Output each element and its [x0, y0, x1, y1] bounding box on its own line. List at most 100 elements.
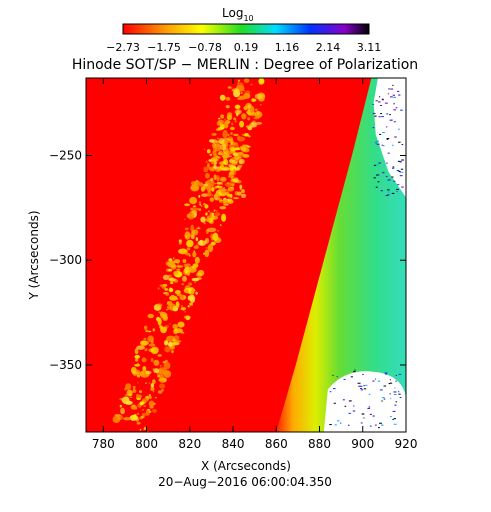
noise-speck — [386, 126, 388, 128]
noise-speck — [395, 107, 398, 109]
active-region-patch — [182, 259, 187, 264]
colorbar-tick-label: 0.19 — [234, 41, 259, 54]
active-region-patch — [184, 203, 191, 207]
noise-speck — [379, 133, 382, 135]
active-region-patch — [254, 108, 258, 112]
noise-speck — [390, 398, 392, 400]
active-region-patch — [230, 141, 233, 146]
noise-speck — [386, 138, 389, 140]
noise-speck — [387, 189, 390, 191]
noise-speck — [398, 391, 400, 393]
active-region-patch — [174, 340, 182, 343]
noise-speck — [344, 405, 347, 407]
noise-speck — [398, 141, 401, 143]
active-region-patch — [147, 335, 154, 343]
active-region-patch — [145, 348, 148, 351]
active-region-patch — [132, 404, 136, 408]
active-region-patch — [196, 179, 198, 183]
noise-speck — [388, 179, 391, 181]
active-region-patch — [138, 433, 142, 436]
noise-speck — [393, 180, 396, 182]
active-region-patch — [209, 153, 213, 157]
active-region-patch — [237, 164, 243, 168]
active-region-patch — [119, 404, 123, 408]
active-region-patch — [184, 311, 187, 313]
noise-speck — [343, 378, 346, 380]
colorbar-tick-label: 2.14 — [316, 41, 341, 54]
noise-speck — [384, 102, 388, 104]
noise-speck — [393, 103, 395, 105]
noise-speck — [393, 121, 396, 123]
noise-speck — [376, 143, 380, 145]
noise-speck — [397, 90, 400, 92]
active-region-patch — [195, 237, 199, 242]
active-region-patch — [178, 241, 182, 245]
active-region-patch — [171, 350, 174, 354]
active-region-patch — [200, 186, 205, 192]
active-region-patch — [223, 153, 229, 159]
active-region-patch — [157, 287, 160, 290]
active-region-patch — [148, 343, 156, 347]
noise-speck — [393, 391, 397, 393]
active-region-patch — [207, 162, 210, 168]
active-region-patch — [131, 369, 141, 375]
active-region-patch — [143, 337, 147, 340]
active-region-patch — [202, 183, 209, 187]
x-axis: 780 800 820 840 860 880 900 920 — [92, 78, 417, 451]
active-region-patch — [240, 92, 243, 95]
active-region-patch — [188, 282, 193, 286]
active-region-patch — [197, 269, 205, 277]
noise-speck — [399, 161, 402, 163]
noise-speck — [399, 396, 402, 398]
active-region-patch — [217, 152, 223, 156]
active-region-patch — [169, 322, 171, 325]
noise-speck — [375, 186, 378, 188]
noise-speck — [368, 406, 371, 408]
noise-speck — [329, 424, 332, 426]
active-region-patch — [206, 185, 212, 193]
noise-speck — [347, 424, 350, 426]
noise-speck — [388, 383, 391, 385]
active-region-patch — [152, 379, 156, 385]
noise-speck — [381, 144, 384, 146]
active-region-patch — [220, 182, 224, 186]
noise-speck — [380, 104, 383, 106]
noise-speck — [381, 172, 385, 174]
active-region-patch — [150, 358, 154, 363]
active-region-patch — [135, 394, 143, 399]
active-region-patch — [226, 114, 233, 121]
active-region-patch — [156, 303, 163, 307]
noise-speck — [337, 420, 340, 422]
active-region-patch — [250, 105, 255, 114]
noise-speck — [383, 160, 385, 162]
active-region-patch — [204, 204, 209, 209]
noise-speck — [379, 422, 383, 424]
active-region-patch — [223, 121, 228, 129]
active-region-patch — [177, 262, 179, 265]
noise-speck — [386, 113, 389, 115]
active-region-patch — [147, 313, 154, 319]
noise-speck — [398, 170, 401, 172]
x-tick-label: 800 — [135, 437, 158, 451]
active-region-patch — [136, 345, 146, 350]
active-region-patch — [190, 210, 198, 214]
active-region-patch — [183, 315, 191, 319]
active-region-patch — [214, 143, 221, 148]
active-region-patch — [134, 348, 139, 355]
noise-speck — [388, 88, 390, 90]
active-region-patch — [213, 160, 217, 166]
active-region-patch — [172, 294, 175, 296]
active-region-patch — [229, 146, 236, 152]
active-region-patch — [157, 390, 163, 394]
active-region-patch — [169, 295, 178, 301]
active-region-patch — [136, 421, 141, 425]
active-region-patch — [221, 213, 227, 222]
active-region-patch — [243, 93, 246, 96]
noise-speck — [375, 142, 377, 144]
noise-speck — [393, 418, 396, 420]
active-region-patch — [207, 244, 214, 253]
active-region-patch — [132, 385, 136, 389]
active-region-patch — [162, 274, 170, 280]
active-region-patch — [222, 199, 229, 205]
